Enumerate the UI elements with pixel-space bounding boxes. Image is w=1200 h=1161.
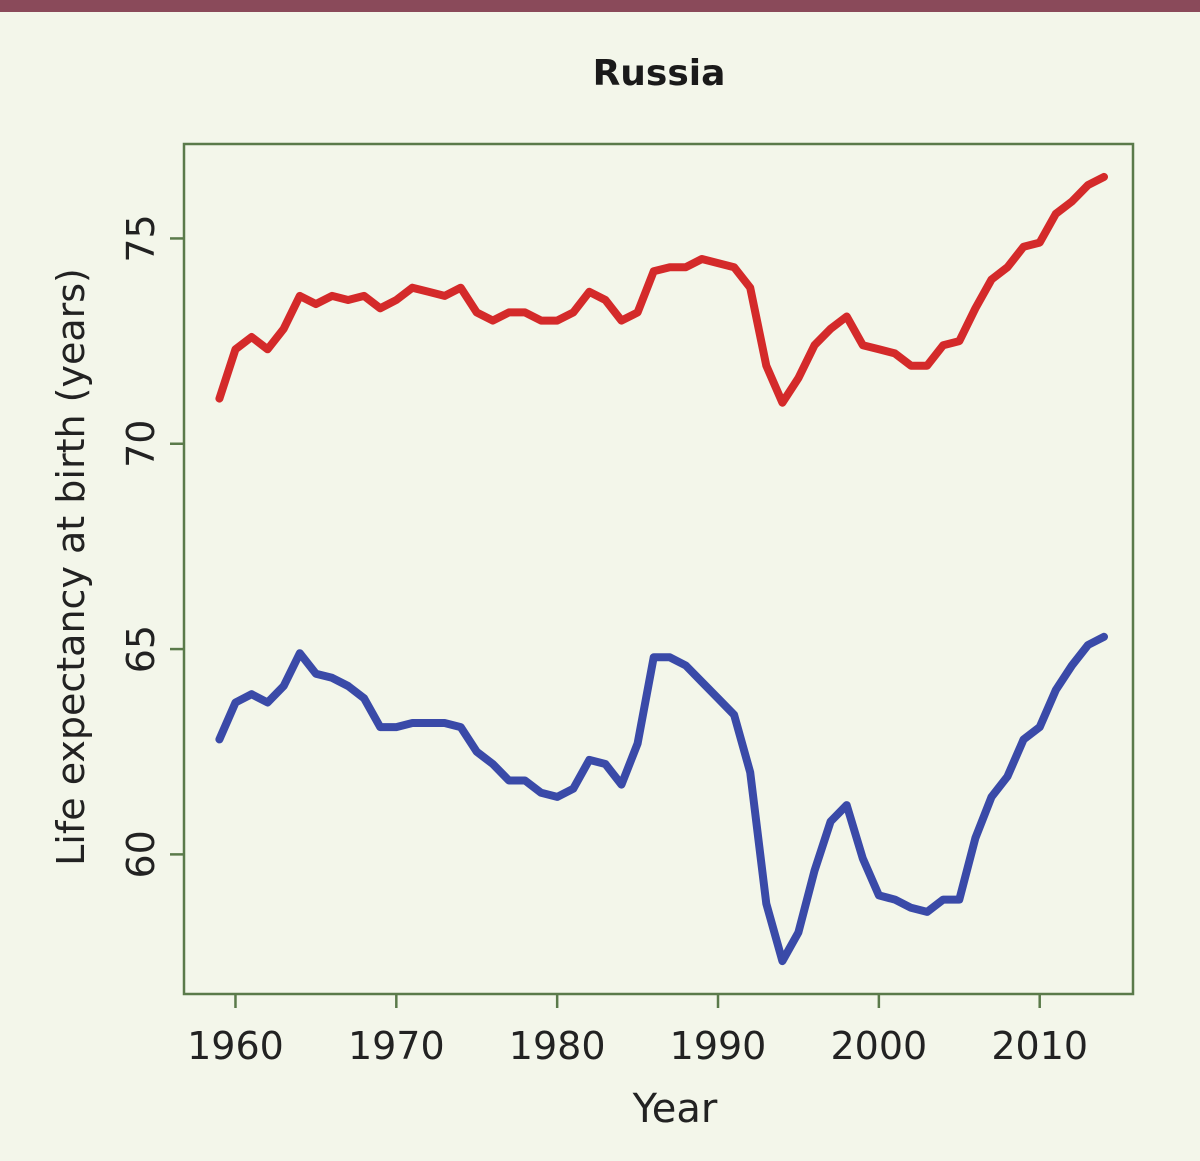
x-tick-label: 1960 [187,1024,284,1068]
top-accent-bar [0,0,1200,12]
y-axis: 60 65 70 75 [119,214,184,879]
x-tick-label: 1970 [348,1024,445,1068]
series-lines [215,172,1108,966]
y-tick-label: 75 [119,214,163,262]
x-tick-label: 1980 [509,1024,606,1068]
series-line-0 [215,172,1108,407]
x-tick-label: 2010 [991,1024,1088,1068]
series-line-1 [215,632,1108,966]
y-tick-label: 60 [119,830,163,878]
y-axis-label: Life expectancy at birth (years) [49,268,93,866]
chart-title: Russia [593,53,726,94]
y-tick-label: 70 [119,420,163,468]
plot-frame [182,142,1135,996]
x-tick-label: 2000 [831,1024,928,1068]
x-axis-label: Year [632,1086,718,1132]
x-tick-label: 1990 [670,1024,767,1068]
y-tick-label: 65 [119,625,163,673]
x-axis: 1960 1970 1980 1990 2000 2010 [187,994,1088,1068]
